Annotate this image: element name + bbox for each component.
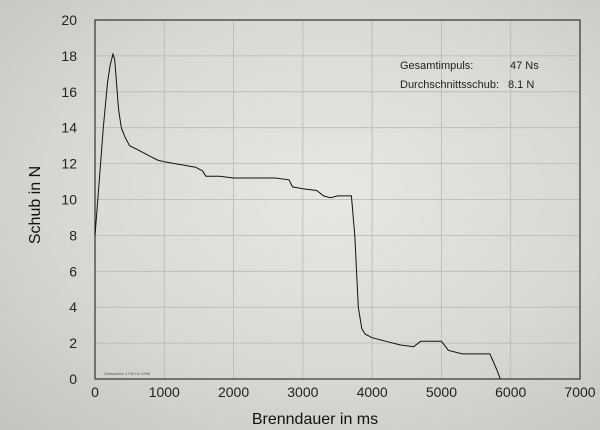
y-tick-label: 16 <box>61 84 77 100</box>
x-tick-label: 6000 <box>495 384 526 400</box>
y-tick-label: 2 <box>69 335 77 351</box>
grid <box>94 19 581 380</box>
total-impulse-label: Gesamtimpuls: <box>400 60 473 72</box>
total-impulse-value: 47 Ns <box>510 60 539 72</box>
footnote-text: Zeitstruktur 1790 Hz 1996 <box>104 371 151 376</box>
x-axis-title: Brenndauer in ms <box>252 411 378 428</box>
y-tick-label: 4 <box>69 299 77 315</box>
y-tick-label: 0 <box>69 371 77 387</box>
thrust-series-line <box>94 52 501 380</box>
x-tick-label: 4000 <box>357 384 388 400</box>
x-tick-label: 1000 <box>149 384 180 400</box>
x-tick-label: 3000 <box>287 384 318 400</box>
x-tick-label: 0 <box>91 384 99 400</box>
y-tick-label: 12 <box>61 156 77 172</box>
y-tick-label: 6 <box>69 263 77 279</box>
y-axis-ticks: 0 2 4 6 8 10 12 14 16 18 20 <box>61 12 77 387</box>
y-tick-label: 20 <box>61 12 77 28</box>
y-axis-title: Schub in N <box>27 166 44 244</box>
y-tick-label: 14 <box>61 120 77 136</box>
x-tick-label: 2000 <box>218 384 249 400</box>
x-tick-label: 7000 <box>564 384 595 400</box>
average-thrust-label: Durchschnittsschub: <box>400 79 499 91</box>
average-thrust-value: 8.1 N <box>508 79 534 91</box>
plot-area-frame <box>94 19 581 380</box>
x-tick-label: 5000 <box>426 384 457 400</box>
x-axis-ticks: 0 1000 2000 3000 4000 5000 6000 7000 <box>91 384 596 400</box>
y-tick-label: 8 <box>69 227 77 243</box>
y-tick-label: 10 <box>61 192 77 208</box>
y-tick-label: 18 <box>61 48 77 64</box>
